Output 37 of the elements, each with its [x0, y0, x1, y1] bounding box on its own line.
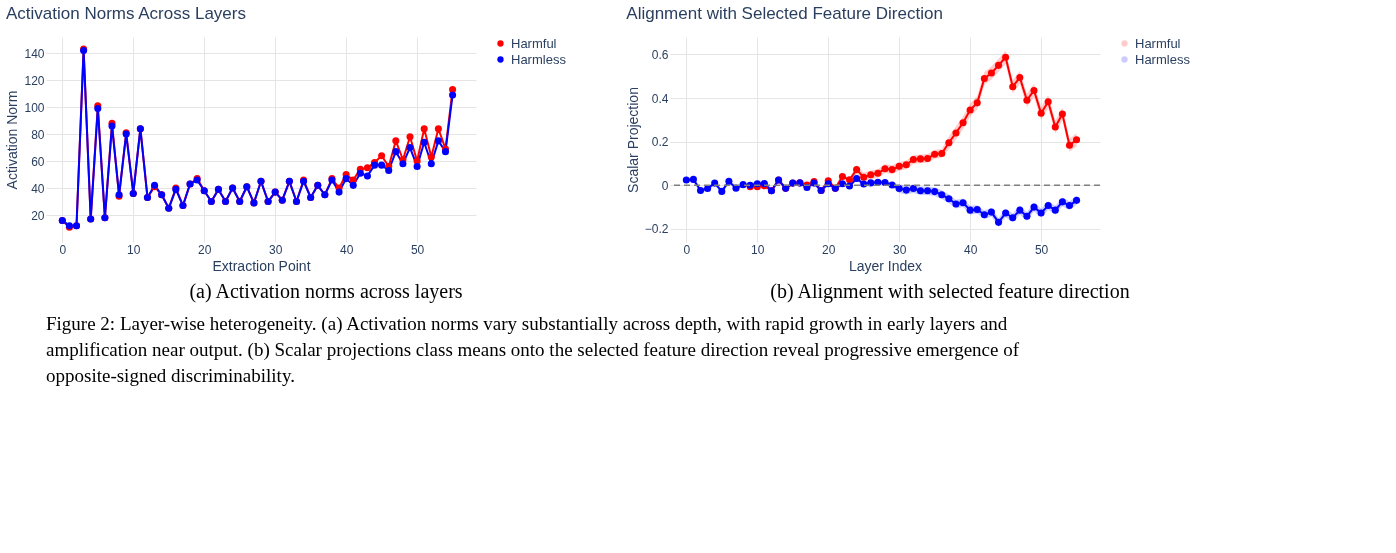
legend-label: Harmful [1135, 35, 1181, 51]
x-tick-label: 40 [963, 242, 978, 257]
legend-label: Harmless [511, 51, 567, 67]
text: (b) Alignment with selected feature direction [770, 280, 1130, 303]
x-axis-title: Layer Index [848, 257, 923, 274]
caption: Figure 2: Layer-wise heterogeneity. (a) Activation norms vary substantially across depth, with rapid growth in early layers and amplification near output. (b) Scalar projections class means onto the selected feature direction reveal progressive emergence of opposite-signed discriminability. [46, 313, 1020, 386]
y-tick-label: 40 [31, 181, 45, 196]
y-tick-label: 0 [661, 178, 669, 193]
y-tick-label: 60 [31, 154, 45, 169]
y-tick-label: 20 [31, 208, 45, 223]
y-tick-label: 100 [24, 100, 45, 115]
y-axis-title: Scalar Projection [624, 87, 641, 193]
text: (a) Activation norms across layers [189, 280, 463, 303]
y-tick-label: 120 [24, 73, 45, 88]
x-tick-label: 30 [269, 242, 283, 257]
y-tick-label: 0.4 [651, 91, 669, 106]
y-tick-label: 0.6 [651, 47, 669, 62]
x-axis-title: Extraction Point [212, 257, 311, 274]
x-tick-label: 40 [339, 242, 354, 257]
y-axis-title: Activation Norm [4, 90, 21, 190]
x-tick-label: 20 [822, 242, 836, 257]
chart-title: Alignment with Selected Feature Direction [626, 4, 943, 23]
x-tick-label: 50 [410, 242, 425, 257]
x-tick-label: 10 [751, 242, 765, 257]
y-tick-label: 140 [24, 46, 45, 61]
x-tick-label: 50 [1034, 242, 1049, 257]
x-tick-label: 30 [893, 242, 907, 257]
x-tick-label: 10 [127, 242, 141, 257]
y-tick-label: 0.2 [651, 135, 669, 150]
chart-title: Activation Norms Across Layers [5, 4, 246, 23]
x-tick-label: 0 [683, 242, 691, 257]
y-tick-label: −0.2 [644, 222, 669, 237]
x-tick-label: 20 [198, 242, 212, 257]
x-tick-label: 0 [59, 242, 67, 257]
legend-label: Harmless [1135, 51, 1191, 67]
y-tick-label: 80 [31, 127, 45, 142]
legend-label: Harmful [511, 35, 557, 51]
